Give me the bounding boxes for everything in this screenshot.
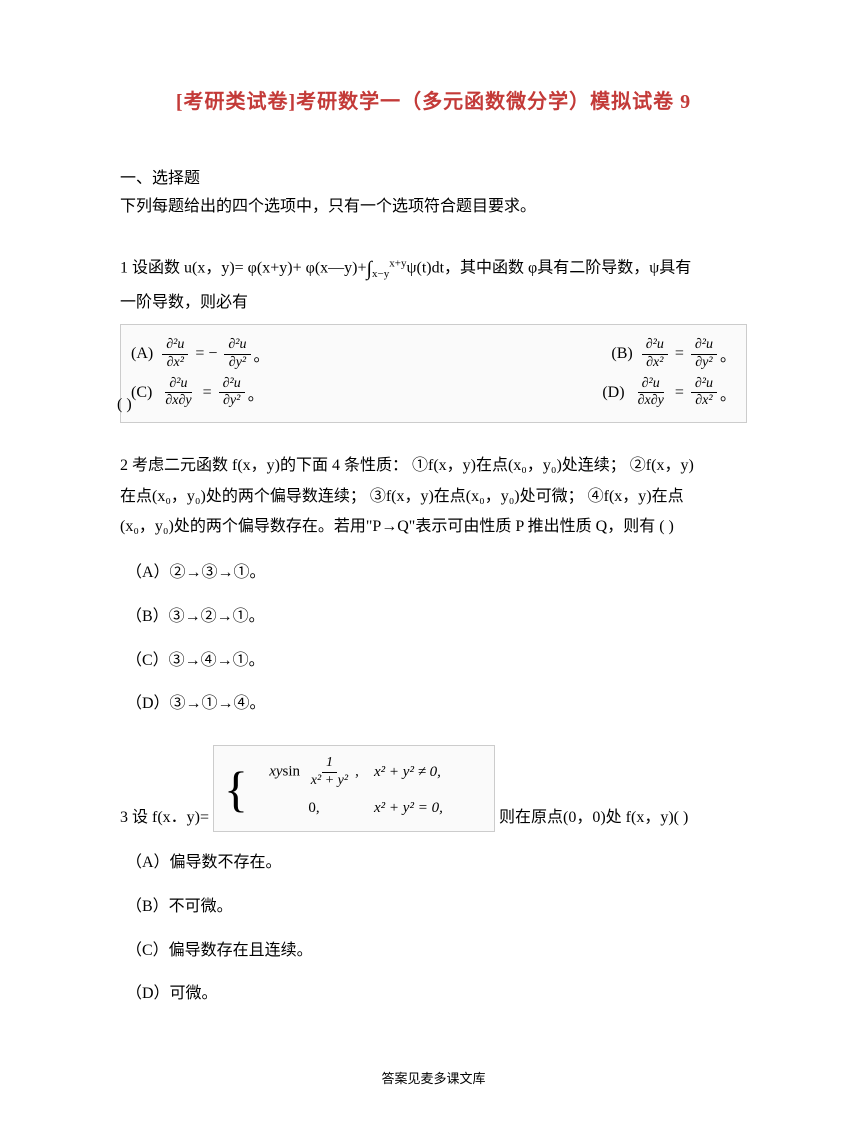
q1-optD-label: (D) — [602, 384, 624, 402]
section-header: 一、选择题 — [120, 164, 747, 188]
q3-piecewise: { xysin 1x² + y², x² + y² ≠ 0, 0, x² + y… — [213, 745, 495, 833]
q1-optC: (C) ∂²u∂x∂y = ∂²u∂y² 。 — [131, 376, 264, 411]
brace-icon: { — [224, 764, 248, 814]
q1-text: 1 设函数 u(x，y)= φ(x+y)+ φ(x—y)+∫x−yx+yψ(t)… — [120, 250, 747, 288]
int-upper: x+y — [389, 257, 406, 269]
tail: 。 — [720, 381, 736, 405]
footer-text: 答案见麦多课文库 — [0, 1068, 867, 1087]
fd: ∂y² — [219, 393, 244, 410]
fd: ∂y² — [225, 355, 250, 372]
tail: 。 — [248, 381, 264, 405]
q2-optA: （A）②→③→①。 — [126, 560, 747, 586]
fd: ∂x² — [642, 355, 667, 372]
p1a: xy — [269, 763, 282, 779]
eqs: = − — [195, 345, 217, 363]
piece2-left: 0, — [254, 795, 374, 822]
int-lower: x−y — [372, 267, 389, 279]
fd: ∂x∂y — [161, 393, 195, 410]
q2-line1: 2 考虑二元函数 f(x，y)的下面 4 条性质： ①f(x，y)在点(x₀，y… — [120, 451, 747, 481]
eqs: = — [675, 345, 684, 363]
q3-optC: （C）偏导数存在且连续。 — [126, 938, 747, 964]
q1-text-cont: 一阶导数，则必有 — [120, 288, 747, 318]
q1-optA-label: (A) — [131, 345, 153, 363]
fn: ∂²u — [219, 376, 245, 394]
q3-optA: （A）偏导数不存在。 — [126, 850, 747, 876]
question-3: 3 设 f(x．y)= { xysin 1x² + y², x² + y² ≠ … — [120, 745, 747, 1007]
q2-line3: (x₀，y₀)处的两个偏导数存在。若用"P→Q"表示可由性质 P 推出性质 Q，… — [120, 512, 747, 542]
q2-optB: （B）③→②→①。 — [126, 604, 747, 630]
q2-line2: 在点(x₀，y₀)处的两个偏导数连续； ③f(x，y)在点(x₀，y₀)处可微；… — [120, 482, 747, 512]
q3-optD: （D）可微。 — [126, 981, 747, 1007]
q1-optB: (B) ∂²u∂x² = ∂²u∂y² 。 — [611, 337, 736, 372]
q3-suffix: 则在原点(0，0)处 f(x，y)( ) — [499, 804, 688, 833]
q3-prefix: 3 设 f(x．y)= — [120, 804, 209, 833]
fn: ∂²u — [691, 337, 717, 355]
q1-optD: (D) ∂²u∂x∂y = ∂²u∂x² 。 — [602, 376, 736, 411]
q1-formula-box: (A) ∂²u∂x² = − ∂²u∂y² 。 (B) ∂²u∂x² = ∂²u… — [120, 324, 747, 423]
tail: 。 — [720, 342, 736, 366]
question-2: 2 考虑二元函数 f(x，y)的下面 4 条性质： ①f(x，y)在点(x₀，y… — [120, 451, 747, 717]
piece2-right: x² + y² = 0, — [374, 795, 484, 822]
eqs: = — [675, 384, 684, 402]
piece1-left: xysin 1x² + y², — [254, 755, 374, 790]
q1-row2: (C) ∂²u∂x∂y = ∂²u∂y² 。 (D) ∂²u∂x∂y = ∂²u… — [131, 376, 736, 411]
exam-title: [考研类试卷]考研数学一（多元函数微分学）模拟试卷 9 — [120, 85, 747, 114]
q1-optA: (A) ∂²u∂x² = − ∂²u∂y² 。 — [131, 337, 270, 372]
fn: ∂²u — [165, 376, 191, 394]
q1-part1: 1 设函数 u(x，y)= φ(x+y)+ φ(x—y)+ — [120, 259, 367, 276]
fn: ∂²u — [691, 376, 717, 394]
fd: ∂y² — [691, 355, 716, 372]
fd: ∂x∂y — [634, 393, 668, 410]
section-desc: 下列每题给出的四个选项中，只有一个选项符合题目要求。 — [120, 194, 747, 220]
fn: 1 — [322, 755, 337, 773]
q2-optD: （D）③→①→④。 — [126, 691, 747, 717]
fd: ∂x² — [163, 355, 188, 372]
fd: x² + y² — [307, 773, 352, 790]
fn: ∂²u — [162, 337, 188, 355]
q3-line: 3 设 f(x．y)= { xysin 1x² + y², x² + y² ≠ … — [120, 745, 747, 833]
q1-optC-label: (C) — [131, 384, 152, 402]
q1-part2: ψ(t)dt，其中函数 φ具有二阶导数，ψ具有 — [406, 259, 691, 276]
q1-row1: (A) ∂²u∂x² = − ∂²u∂y² 。 (B) ∂²u∂x² = ∂²u… — [131, 337, 736, 372]
tail: 。 — [254, 342, 270, 366]
eqs: = — [203, 384, 212, 402]
q2-optC: （C）③→④→①。 — [126, 648, 747, 674]
q1-optB-label: (B) — [611, 345, 632, 363]
fn: ∂²u — [642, 337, 668, 355]
fn: ∂²u — [224, 337, 250, 355]
q3-optB: （B）不可微。 — [126, 894, 747, 920]
q1-paren: ( ) — [117, 396, 132, 414]
p1b: sin — [283, 763, 301, 779]
question-1: 1 设函数 u(x，y)= φ(x+y)+ φ(x—y)+∫x−yx+yψ(t)… — [120, 250, 747, 424]
piece1-right: x² + y² ≠ 0, — [374, 759, 484, 786]
fn: ∂²u — [638, 376, 664, 394]
fd: ∂x² — [691, 393, 716, 410]
p1c: , — [355, 763, 359, 779]
